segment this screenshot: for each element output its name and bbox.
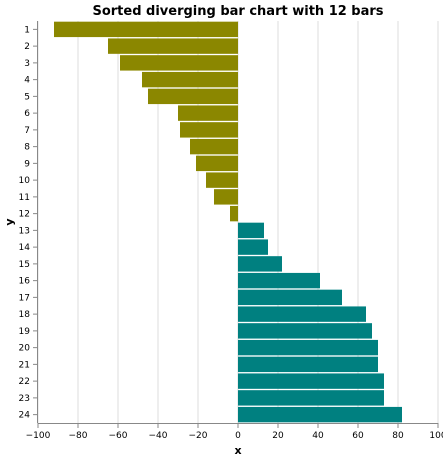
x-tick-label: −40 <box>149 431 168 441</box>
y-tick-label: 17 <box>19 293 30 303</box>
x-tick-label: 20 <box>272 431 284 441</box>
bar-8 <box>190 138 238 155</box>
bar-1 <box>54 21 238 38</box>
bar-23 <box>238 390 384 406</box>
x-tick-label: −100 <box>26 431 51 441</box>
y-tick-label: 10 <box>19 176 31 186</box>
y-tick-label: 14 <box>19 243 31 253</box>
bar-6 <box>178 105 238 121</box>
x-tick-label: 0 <box>235 431 241 441</box>
y-tick-label: 4 <box>24 76 30 86</box>
bar-3 <box>120 55 238 71</box>
bar-2 <box>108 38 238 54</box>
grid-lines <box>37 21 439 423</box>
bar-7 <box>180 122 238 138</box>
chart-title: Sorted diverging bar chart with 12 bars <box>92 4 383 19</box>
y-tick-label: 19 <box>19 327 31 337</box>
bar-16 <box>238 272 320 289</box>
y-tick-label: 5 <box>24 92 30 102</box>
bar-20 <box>238 339 378 356</box>
y-tick-label: 18 <box>19 310 31 320</box>
x-tick-label: −80 <box>69 431 88 441</box>
bar-22 <box>238 373 384 389</box>
x-tick-label: 100 <box>429 431 443 441</box>
y-tick-label: 13 <box>19 226 30 236</box>
bar-21 <box>238 356 378 373</box>
bar-9 <box>196 155 238 172</box>
y-tick-label: 7 <box>24 126 30 136</box>
bar-5 <box>148 88 238 105</box>
y-tick-label: 22 <box>19 377 30 387</box>
y-tick-label: 6 <box>24 109 30 119</box>
bar-19 <box>238 323 372 339</box>
bar-12 <box>230 205 238 222</box>
x-tick-label: 80 <box>392 431 404 441</box>
bar-15 <box>238 256 282 272</box>
bar-11 <box>214 189 238 205</box>
y-axis-title: y <box>3 218 16 225</box>
x-tick-label: −20 <box>189 431 208 441</box>
y-tick-label: 8 <box>24 143 30 153</box>
y-tick-label: 21 <box>19 360 30 370</box>
y-tick-label: 23 <box>19 394 30 404</box>
y-tick-label: 24 <box>19 411 31 421</box>
bars <box>54 21 402 423</box>
y-tick-label: 15 <box>19 260 30 270</box>
x-axis: −100 −80 −60 −40 −20 0 20 40 60 80 100 <box>26 423 443 441</box>
y-tick-label: 2 <box>24 42 30 52</box>
bar-24 <box>238 406 402 423</box>
y-tick-label: 12 <box>19 210 30 220</box>
y-tick-label: 3 <box>24 59 30 69</box>
y-tick-label: 1 <box>24 25 30 35</box>
bar-4 <box>142 71 238 88</box>
x-axis-title: x <box>234 444 241 457</box>
y-tick-label: 20 <box>19 344 31 354</box>
x-tick-label: 40 <box>312 431 324 441</box>
bar-18 <box>238 306 366 322</box>
y-tick-label: 9 <box>24 159 30 169</box>
bar-14 <box>238 239 268 255</box>
y-tick-label: 11 <box>19 193 30 203</box>
x-tick-label: −60 <box>109 431 128 441</box>
bar-17 <box>238 289 342 306</box>
bar-10 <box>206 172 238 188</box>
x-tick-label: 60 <box>352 431 364 441</box>
y-tick-label: 16 <box>19 277 31 287</box>
bar-13 <box>238 222 264 239</box>
